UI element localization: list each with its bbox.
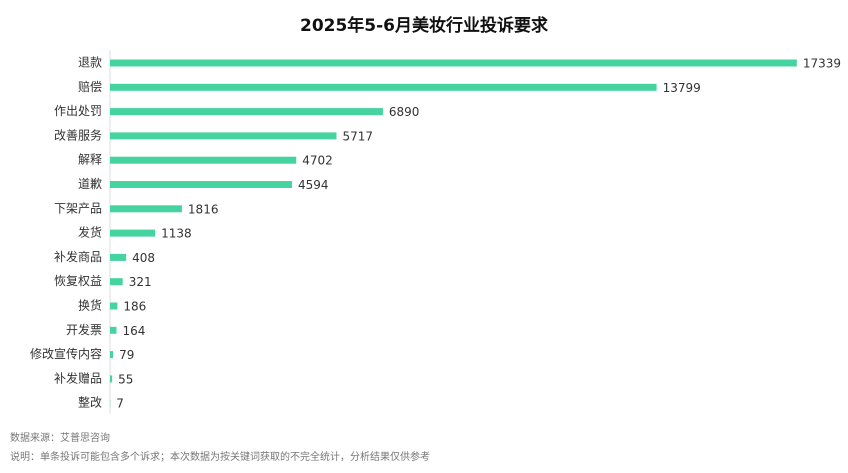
value-label: 79: [119, 348, 134, 362]
y-tick-label: 补发商品: [54, 249, 102, 264]
value-label: 55: [118, 372, 133, 386]
bar: [110, 156, 297, 164]
value-label: 5717: [342, 129, 373, 143]
source: 数据来源：艾普思咨询: [10, 431, 110, 444]
value-label: 408: [132, 251, 155, 265]
y-tick-label: 整改: [78, 395, 102, 410]
chart-title: 2025年5-6月美妆行业投诉要求: [300, 15, 548, 36]
bar: [110, 229, 156, 237]
value-label: 1138: [161, 227, 192, 241]
bar: [110, 205, 182, 213]
bar: [110, 326, 117, 334]
bar: [110, 302, 118, 310]
value-label: 6890: [389, 105, 420, 119]
y-tick-label: 道歉: [78, 177, 102, 191]
y-tick-label: 解释: [78, 153, 102, 167]
bar: [110, 375, 113, 383]
y-tick-label: 改善服务: [54, 127, 102, 142]
y-tick-label: 发货: [78, 225, 102, 240]
bar: [110, 83, 657, 91]
bar: [110, 59, 797, 67]
value-label: 13799: [663, 81, 701, 95]
y-tick-label: 恢复权益: [54, 274, 102, 288]
value-label: 17339: [803, 57, 841, 71]
y-tick-label: 下架产品: [54, 201, 102, 215]
bar: [110, 108, 383, 116]
bar: [110, 181, 292, 188]
y-tick-label: 换货: [78, 298, 102, 313]
y-tick-label: 开发票: [66, 322, 102, 337]
y-tick-label: 修改宣传内容: [30, 346, 102, 361]
note: 说明：单条投诉可能包含多个诉求；本次数据为按关键词获取的不完全统计，分析结果仅供…: [10, 450, 430, 463]
value-label: 7: [116, 397, 124, 411]
y-tick-label: 赔偿: [78, 79, 102, 94]
bar: [110, 351, 114, 359]
y-tick-label: 作出处罚: [54, 104, 102, 118]
value-label: 4594: [298, 178, 329, 192]
value-label: 1816: [188, 202, 219, 216]
value-label: 164: [122, 324, 145, 338]
y-tick-label: 补发赠品: [54, 370, 102, 385]
bar: [110, 132, 337, 140]
bar: [110, 253, 127, 261]
y-tick-label: 退款: [78, 56, 102, 70]
value-label: 186: [123, 300, 146, 314]
value-label: 4702: [302, 154, 333, 168]
value-label: 321: [129, 275, 152, 289]
bar: [110, 278, 123, 286]
